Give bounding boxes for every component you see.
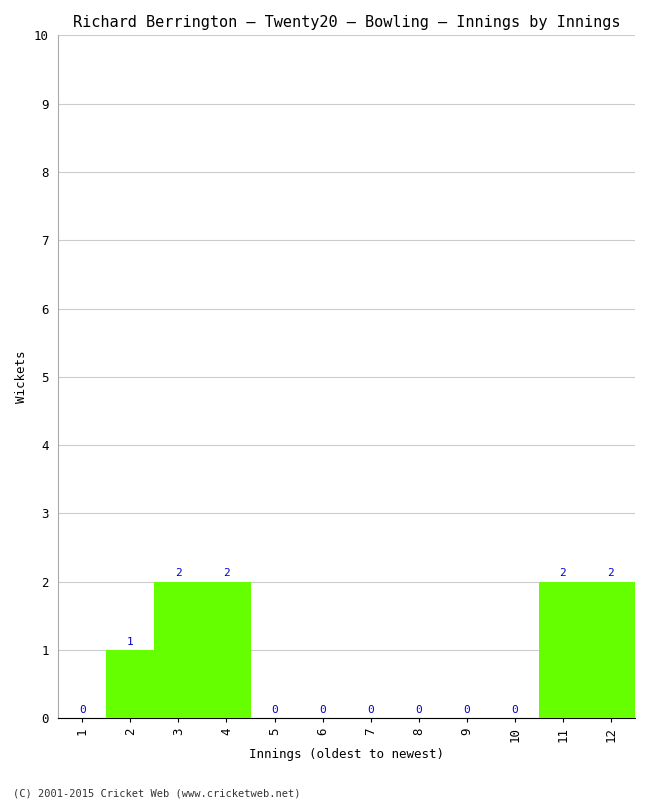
Text: 0: 0 (463, 705, 470, 715)
Text: 0: 0 (79, 705, 86, 715)
Y-axis label: Wickets: Wickets (15, 350, 28, 403)
Text: 1: 1 (127, 637, 134, 646)
Text: 2: 2 (175, 568, 182, 578)
Bar (155, 582, 202, 718)
Text: 0: 0 (271, 705, 278, 715)
Text: 2: 2 (608, 568, 614, 578)
Text: 0: 0 (415, 705, 422, 715)
Bar (539, 582, 587, 718)
Title: Richard Berrington – Twenty20 – Bowling – Innings by Innings: Richard Berrington – Twenty20 – Bowling … (73, 15, 620, 30)
Text: 2: 2 (560, 568, 566, 578)
Text: (C) 2001-2015 Cricket Web (www.cricketweb.net): (C) 2001-2015 Cricket Web (www.cricketwe… (13, 788, 300, 798)
Text: 2: 2 (223, 568, 230, 578)
X-axis label: Innings (oldest to newest): Innings (oldest to newest) (249, 748, 444, 761)
Bar (587, 582, 635, 718)
Bar (107, 650, 155, 718)
Text: 0: 0 (319, 705, 326, 715)
Text: 0: 0 (367, 705, 374, 715)
Bar (202, 582, 250, 718)
Text: 0: 0 (512, 705, 518, 715)
